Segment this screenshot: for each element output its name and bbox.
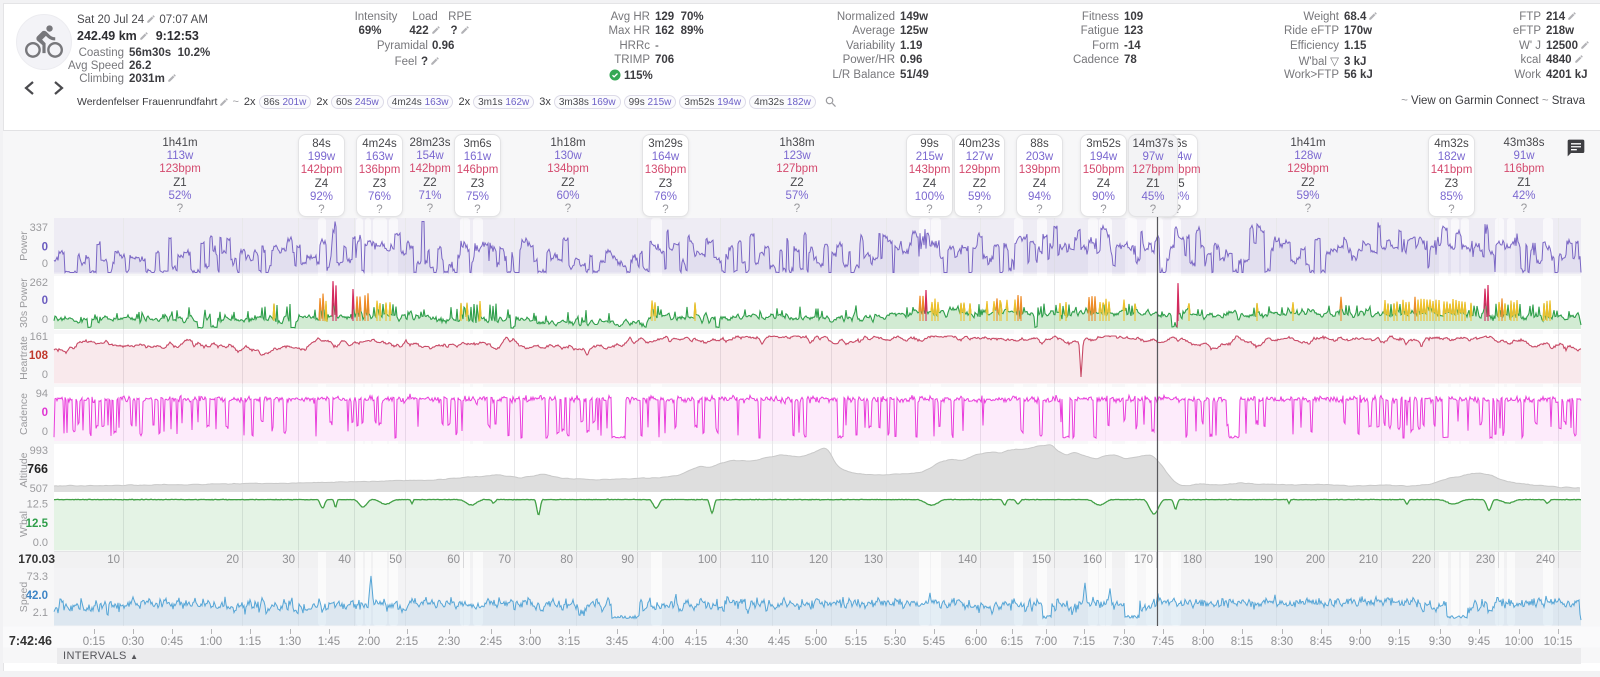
- svg-text:2:30: 2:30: [438, 636, 460, 648]
- svg-text:Speed: Speed: [18, 582, 30, 613]
- svg-text:70: 70: [498, 554, 511, 566]
- svg-text:337: 337: [30, 222, 48, 234]
- svg-text:0:45: 0:45: [161, 636, 183, 648]
- svg-text:8:30: 8:30: [1271, 636, 1293, 648]
- svg-text:5:15: 5:15: [845, 636, 867, 648]
- svg-text:5:45: 5:45: [923, 636, 945, 648]
- svg-text:2:15: 2:15: [396, 636, 418, 648]
- svg-text:Cadence: Cadence: [18, 393, 30, 435]
- svg-text:0:15: 0:15: [83, 636, 105, 648]
- svg-text:3:15: 3:15: [558, 636, 580, 648]
- svg-text:1:30: 1:30: [279, 636, 301, 648]
- svg-text:161: 161: [30, 331, 48, 343]
- svg-text:Heartrate: Heartrate: [18, 336, 30, 380]
- svg-text:5:00: 5:00: [805, 636, 827, 648]
- svg-text:4:30: 4:30: [726, 636, 748, 648]
- svg-text:9:30: 9:30: [1429, 636, 1451, 648]
- svg-text:993: 993: [30, 445, 48, 457]
- svg-text:7:45: 7:45: [1152, 636, 1174, 648]
- svg-text:6:00: 6:00: [965, 636, 987, 648]
- svg-text:42.0: 42.0: [26, 590, 48, 602]
- svg-text:1:00: 1:00: [200, 636, 222, 648]
- svg-text:2.1: 2.1: [33, 607, 48, 619]
- svg-text:0: 0: [42, 426, 48, 438]
- svg-text:30: 30: [282, 554, 295, 566]
- svg-text:94: 94: [36, 388, 48, 400]
- svg-text:9:00: 9:00: [1349, 636, 1371, 648]
- svg-text:90: 90: [621, 554, 634, 566]
- svg-text:0:30: 0:30: [122, 636, 144, 648]
- svg-text:12.5: 12.5: [26, 518, 49, 530]
- svg-text:100: 100: [698, 554, 717, 566]
- svg-text:160: 160: [1083, 554, 1102, 566]
- svg-text:7:00: 7:00: [1035, 636, 1057, 648]
- svg-text:200: 200: [1306, 554, 1325, 566]
- svg-text:230: 230: [1476, 554, 1495, 566]
- svg-text:60: 60: [447, 554, 460, 566]
- svg-text:50: 50: [389, 554, 402, 566]
- svg-text:1:45: 1:45: [318, 636, 340, 648]
- svg-text:190: 190: [1254, 554, 1273, 566]
- svg-text:170.03: 170.03: [18, 552, 55, 566]
- svg-text:108: 108: [29, 350, 49, 362]
- svg-text:5:30: 5:30: [884, 636, 906, 648]
- svg-text:0: 0: [42, 242, 48, 254]
- svg-text:10: 10: [107, 554, 120, 566]
- svg-text:8:15: 8:15: [1231, 636, 1253, 648]
- svg-text:9:15: 9:15: [1388, 636, 1410, 648]
- svg-text:210: 210: [1359, 554, 1378, 566]
- svg-text:12.5: 12.5: [27, 499, 48, 511]
- svg-text:7:15: 7:15: [1073, 636, 1095, 648]
- svg-text:0: 0: [42, 258, 48, 270]
- svg-text:8:45: 8:45: [1310, 636, 1332, 648]
- svg-text:7:42:46: 7:42:46: [9, 634, 52, 648]
- svg-text:6:15: 6:15: [1001, 636, 1023, 648]
- svg-text:2:00: 2:00: [358, 636, 380, 648]
- svg-text:80: 80: [560, 554, 573, 566]
- svg-text:0: 0: [42, 295, 48, 307]
- svg-text:110: 110: [751, 554, 769, 566]
- svg-text:3:45: 3:45: [606, 636, 628, 648]
- svg-text:8:00: 8:00: [1192, 636, 1214, 648]
- svg-text:0.0: 0.0: [33, 537, 48, 549]
- svg-text:10:00: 10:00: [1505, 636, 1534, 648]
- svg-text:262: 262: [30, 277, 48, 289]
- svg-text:10:15: 10:15: [1544, 636, 1573, 648]
- svg-text:140: 140: [958, 554, 977, 566]
- svg-text:30s Power: 30s Power: [18, 278, 30, 328]
- svg-text:766: 766: [27, 462, 48, 476]
- svg-text:2:45: 2:45: [480, 636, 502, 648]
- svg-text:170: 170: [1134, 554, 1153, 566]
- svg-text:20: 20: [226, 554, 239, 566]
- svg-text:120: 120: [809, 554, 828, 566]
- svg-text:73.3: 73.3: [27, 571, 48, 583]
- svg-text:4:15: 4:15: [685, 636, 707, 648]
- svg-text:180: 180: [1183, 554, 1202, 566]
- svg-text:Power: Power: [18, 231, 30, 261]
- svg-text:Altitude: Altitude: [18, 452, 30, 487]
- svg-text:40: 40: [338, 554, 351, 566]
- svg-text:150: 150: [1032, 554, 1051, 566]
- svg-text:507: 507: [30, 483, 48, 495]
- svg-text:130: 130: [864, 554, 883, 566]
- svg-text:0: 0: [42, 369, 48, 381]
- svg-text:4:45: 4:45: [768, 636, 790, 648]
- svg-text:W'bal: W'bal: [18, 511, 30, 537]
- svg-text:220: 220: [1412, 554, 1431, 566]
- svg-text:0: 0: [42, 314, 48, 326]
- svg-text:9:45: 9:45: [1468, 636, 1490, 648]
- svg-text:1:15: 1:15: [239, 636, 261, 648]
- svg-text:4:00: 4:00: [652, 636, 674, 648]
- svg-text:3:00: 3:00: [519, 636, 541, 648]
- svg-text:240: 240: [1536, 554, 1555, 566]
- svg-text:7:30: 7:30: [1113, 636, 1135, 648]
- svg-text:0: 0: [42, 407, 48, 419]
